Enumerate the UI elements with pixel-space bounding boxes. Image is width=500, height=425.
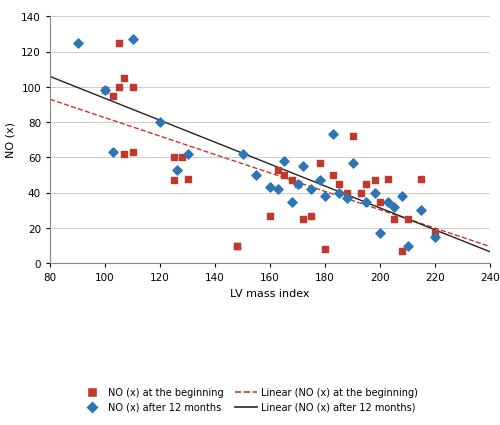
- NO (x) after 12 months: [288, 198, 296, 205]
- NO (x) at the beginning: [101, 88, 109, 94]
- Y-axis label: NO (x): NO (x): [6, 122, 16, 158]
- Legend: NO (x) at the beginning, NO (x) after 12 months, Linear (NO (x) at the beginning: NO (x) at the beginning, NO (x) after 12…: [78, 383, 422, 416]
- NO (x) after 12 months: [266, 184, 274, 191]
- NO (x) at the beginning: [348, 133, 356, 140]
- NO (x) after 12 months: [431, 234, 439, 241]
- NO (x) at the beginning: [316, 160, 324, 167]
- NO (x) at the beginning: [120, 75, 128, 82]
- NO (x) after 12 months: [307, 186, 316, 193]
- NO (x) after 12 months: [316, 177, 324, 184]
- NO (x) after 12 months: [329, 132, 337, 139]
- NO (x) after 12 months: [156, 119, 164, 126]
- NO (x) at the beginning: [431, 230, 439, 237]
- NO (x) after 12 months: [299, 163, 307, 170]
- NO (x) at the beginning: [266, 212, 274, 219]
- NO (x) after 12 months: [109, 149, 117, 156]
- NO (x) after 12 months: [417, 207, 425, 214]
- NO (x) after 12 months: [404, 243, 411, 249]
- NO (x) after 12 months: [252, 172, 260, 179]
- NO (x) after 12 months: [335, 190, 343, 196]
- NO (x) after 12 months: [238, 151, 246, 158]
- NO (x) at the beginning: [274, 167, 282, 173]
- NO (x) at the beginning: [376, 198, 384, 205]
- NO (x) after 12 months: [398, 193, 406, 200]
- NO (x) at the beginning: [184, 176, 192, 182]
- NO (x) at the beginning: [362, 181, 370, 188]
- NO (x) at the beginning: [343, 190, 351, 196]
- NO (x) at the beginning: [390, 216, 398, 223]
- NO (x) at the beginning: [115, 84, 123, 91]
- NO (x) at the beginning: [109, 93, 117, 99]
- NO (x) after 12 months: [101, 88, 109, 94]
- NO (x) at the beginning: [115, 40, 123, 47]
- NO (x) after 12 months: [390, 204, 398, 210]
- NO (x) after 12 months: [274, 186, 282, 193]
- NO (x) at the beginning: [178, 154, 186, 161]
- NO (x) at the beginning: [233, 243, 241, 249]
- NO (x) at the beginning: [170, 154, 178, 161]
- NO (x) at the beginning: [329, 172, 337, 179]
- NO (x) after 12 months: [280, 158, 288, 165]
- NO (x) after 12 months: [348, 160, 356, 167]
- NO (x) at the beginning: [321, 246, 329, 253]
- NO (x) at the beginning: [384, 176, 392, 182]
- NO (x) after 12 months: [376, 230, 384, 237]
- NO (x) after 12 months: [321, 193, 329, 200]
- NO (x) at the beginning: [288, 177, 296, 184]
- NO (x) after 12 months: [172, 167, 180, 173]
- NO (x) at the beginning: [299, 216, 307, 223]
- NO (x) at the beginning: [128, 149, 136, 156]
- NO (x) after 12 months: [294, 181, 302, 188]
- NO (x) at the beginning: [120, 151, 128, 158]
- NO (x) after 12 months: [362, 198, 370, 205]
- NO (x) at the beginning: [370, 177, 378, 184]
- NO (x) at the beginning: [233, 243, 241, 249]
- NO (x) at the beginning: [294, 181, 302, 188]
- NO (x) after 12 months: [184, 151, 192, 158]
- NO (x) at the beginning: [357, 190, 365, 196]
- NO (x) at the beginning: [398, 248, 406, 255]
- NO (x) after 12 months: [74, 40, 82, 47]
- NO (x) at the beginning: [404, 216, 411, 223]
- NO (x) at the beginning: [417, 176, 425, 182]
- NO (x) at the beginning: [335, 181, 343, 188]
- NO (x) after 12 months: [128, 37, 136, 43]
- NO (x) after 12 months: [343, 195, 351, 202]
- NO (x) at the beginning: [280, 172, 288, 179]
- NO (x) at the beginning: [128, 84, 136, 91]
- X-axis label: LV mass index: LV mass index: [230, 288, 310, 298]
- NO (x) at the beginning: [170, 177, 178, 184]
- NO (x) at the beginning: [307, 212, 316, 219]
- NO (x) after 12 months: [384, 198, 392, 205]
- NO (x) after 12 months: [370, 190, 378, 196]
